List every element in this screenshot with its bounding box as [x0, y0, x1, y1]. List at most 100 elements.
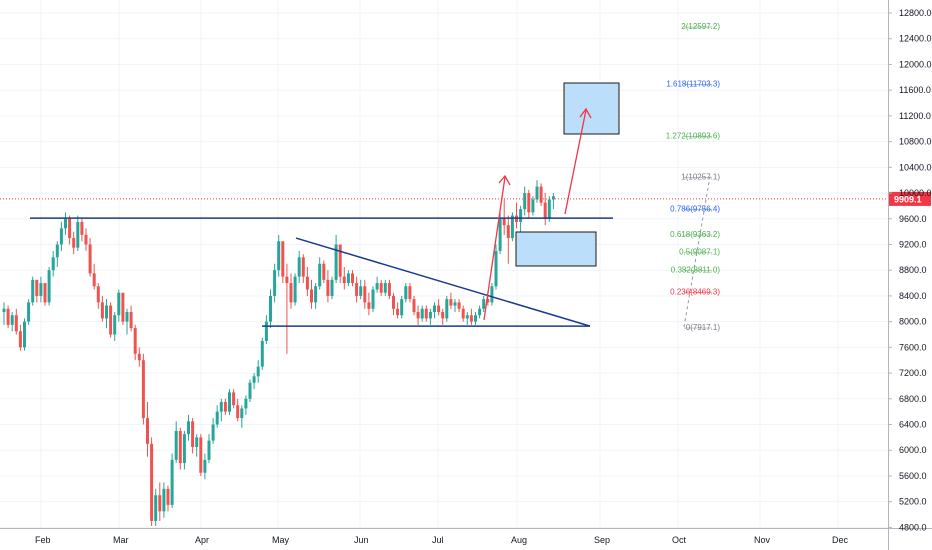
candle-body: [490, 286, 494, 303]
candle-body: [72, 238, 76, 248]
candle-body: [264, 321, 268, 341]
candle: [490, 283, 494, 306]
candle: [453, 299, 457, 312]
candle-body: [351, 273, 354, 284]
candle: [371, 286, 375, 312]
candle: [449, 292, 453, 309]
fib-level-label: 1.272(10893.6): [666, 132, 721, 141]
candle-body: [211, 424, 215, 441]
candle-body: [363, 286, 367, 303]
candle: [84, 228, 88, 251]
y-tick-label: 11200.0: [899, 111, 931, 121]
grid: [0, 0, 888, 528]
candle-body: [404, 286, 408, 300]
candle-body: [39, 283, 43, 296]
candle-body: [27, 302, 31, 322]
candle-body: [166, 488, 170, 505]
candle: [277, 234, 281, 277]
candle: [252, 373, 256, 390]
candle-body: [150, 443, 154, 521]
candle-body: [273, 270, 277, 296]
candle: [375, 276, 379, 293]
fib-level-label: 0.786(9756.4): [670, 205, 720, 214]
arrow-up-line-2: [564, 109, 587, 215]
candle: [408, 283, 412, 303]
candle: [400, 295, 404, 319]
candle-body: [527, 193, 531, 213]
candle: [367, 292, 371, 316]
candle-body: [47, 270, 51, 303]
candle-body: [174, 430, 178, 460]
y-tick-label: 5200.0: [899, 497, 927, 507]
candle-body: [236, 405, 240, 419]
candle: [441, 308, 445, 325]
candle-body: [269, 295, 272, 322]
candle: [289, 273, 293, 309]
candle: [527, 189, 531, 219]
candle-body: [478, 308, 482, 316]
candle-body: [203, 459, 207, 473]
candle: [351, 270, 354, 287]
candle: [293, 273, 297, 306]
candle: [223, 398, 227, 415]
candle: [363, 279, 367, 309]
candle: [133, 324, 137, 361]
candle-body: [355, 283, 359, 296]
candle-body: [68, 218, 72, 239]
candle: [437, 299, 441, 316]
candle-body: [260, 340, 264, 367]
candle: [416, 305, 420, 325]
candle: [68, 215, 72, 245]
candle: [338, 244, 342, 284]
candle-body: [92, 273, 96, 287]
candle-body: [244, 398, 248, 409]
candle-body: [277, 241, 281, 271]
candle-body: [367, 302, 371, 309]
candle-body: [510, 215, 514, 239]
candle-body: [117, 292, 121, 316]
candle-body: [18, 331, 22, 348]
candle-body: [400, 299, 404, 316]
x-tick-label: Feb: [35, 535, 51, 545]
candle-body: [486, 299, 490, 303]
candle-body: [445, 299, 449, 319]
candle-body: [141, 360, 145, 419]
x-tick-label: Jul: [432, 535, 444, 545]
candle: [433, 302, 436, 319]
candle: [141, 353, 145, 425]
candle: [51, 250, 55, 277]
candle: [178, 427, 182, 470]
candle-body: [433, 305, 436, 312]
candle: [297, 250, 301, 284]
y-tick-label: 8800.0: [899, 265, 927, 275]
candle-body: [232, 392, 236, 406]
candle: [285, 263, 289, 354]
candle: [59, 221, 63, 251]
candle: [117, 289, 121, 322]
candle: [232, 389, 236, 409]
candle-body: [310, 289, 313, 303]
y-tick-label: 12000.0: [899, 59, 932, 69]
candle-body: [228, 392, 231, 412]
candle: [23, 318, 26, 351]
candle: [342, 266, 346, 290]
candle-body: [535, 186, 539, 200]
descending-trendline: [295, 237, 591, 327]
candle-body: [523, 193, 527, 210]
candle-body: [457, 302, 461, 309]
fib-level-label: 0.5(9087.1): [679, 248, 720, 257]
candle-body: [469, 315, 473, 322]
candle: [359, 279, 363, 300]
candle: [10, 311, 14, 332]
candle-body: [334, 244, 338, 280]
candle: [457, 299, 461, 312]
candle: [174, 421, 178, 464]
candle-body: [55, 244, 59, 258]
candle: [379, 279, 383, 296]
candle-body: [154, 495, 158, 521]
candle: [260, 337, 264, 370]
candle-body: [543, 202, 547, 219]
candle-body: [322, 263, 326, 280]
